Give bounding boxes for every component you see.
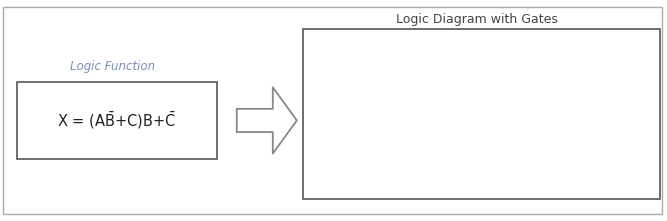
Text: Logic Diagram with Gates: Logic Diagram with Gates — [396, 13, 558, 26]
Text: Logic Function: Logic Function — [70, 60, 155, 73]
Bar — [303, 29, 660, 199]
Bar — [17, 82, 217, 159]
Text: X = (A$\mathregular{\bar{B}}$+C)B+$\mathregular{\bar{C}}$: X = (A$\mathregular{\bar{B}}$+C)B+$\math… — [57, 110, 176, 131]
